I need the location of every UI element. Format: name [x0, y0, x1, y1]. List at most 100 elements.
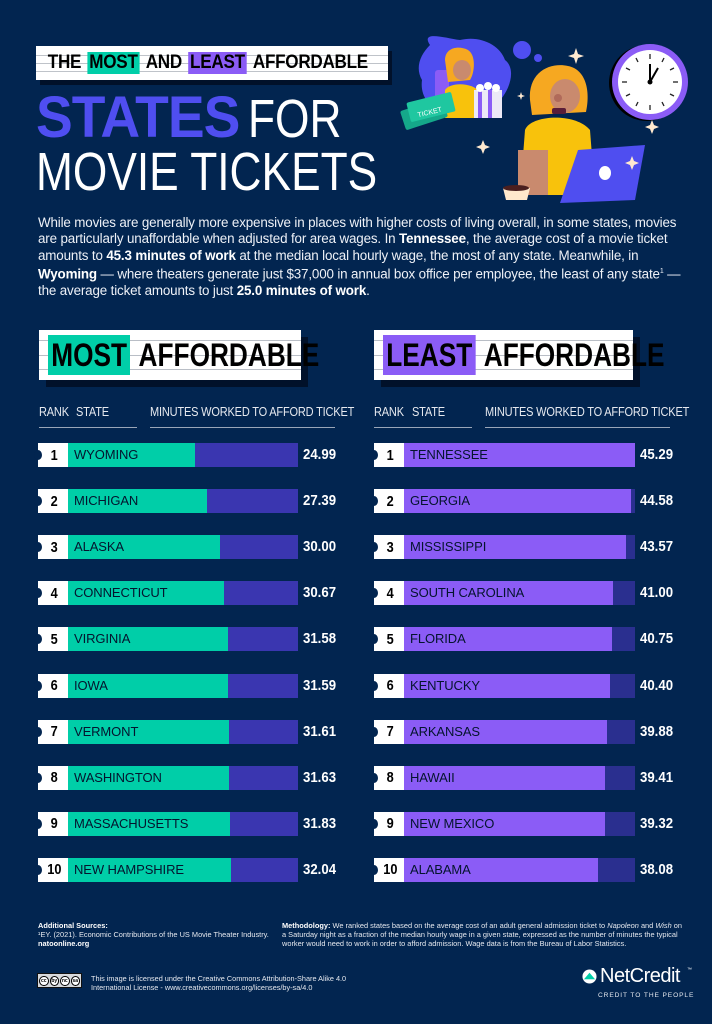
intro-text: — where theaters generate just $37,000 i…	[96, 266, 660, 282]
minutes-value: 40.75	[640, 630, 674, 648]
bar-row: 7 ARKANSAS 39.88	[370, 719, 685, 744]
rank-ticket: 5	[370, 627, 404, 652]
minutes-value: 38.08	[640, 860, 674, 878]
most-affordable-title: MOST AFFORDABLE	[39, 330, 319, 380]
bar-fill	[404, 535, 626, 560]
minutes-value: 31.58	[303, 630, 337, 648]
sa-icon: sa	[70, 975, 80, 986]
rank-ticket: 7	[370, 719, 404, 744]
rank-number: 5	[50, 630, 59, 648]
bar-row: 2 GEORGIA 44.58	[370, 489, 685, 514]
methodology-text: We ranked states based on the average co…	[330, 921, 608, 930]
sources-text: ¹EY. (2021). Economic Contributions of t…	[38, 930, 269, 940]
rank-number: 9	[386, 815, 395, 833]
state-name: KENTUCKY	[410, 677, 480, 693]
minutes-value: 44.58	[640, 492, 674, 510]
rank-ticket: 4	[370, 581, 404, 606]
rank-ticket: 1	[370, 443, 404, 467]
bar-track: FLORIDA	[404, 627, 635, 652]
minutes-value: 39.32	[640, 814, 674, 832]
bar-row: 10 NEW HAMPSHIRE 32.04	[34, 857, 348, 882]
state-name: ALABAMA	[410, 861, 471, 877]
rank-number: 3	[386, 538, 395, 556]
kicker-word-most: MOST	[87, 52, 140, 74]
divider	[39, 427, 137, 428]
methodology: Methodology: We ranked states based on t…	[282, 921, 682, 949]
bar-track: TENNESSEE	[404, 443, 635, 467]
minutes-value: 39.88	[640, 722, 674, 740]
rank-ticket: 2	[34, 489, 68, 514]
intro-text: — the average ticket amounts to just	[38, 266, 681, 298]
kicker-banner: THE MOST AND LEAST AFFORDABLE	[36, 46, 388, 80]
rank-ticket: 3	[370, 535, 404, 560]
state-name: NEW MEXICO	[410, 815, 495, 831]
rank-number: 1	[50, 446, 59, 464]
bar-fill	[404, 811, 605, 836]
title-affordable: AFFORDABLE	[483, 337, 665, 373]
rank-ticket: 10	[34, 857, 68, 882]
methodology-film-title: Wish	[655, 921, 672, 930]
bar-fill	[68, 489, 207, 514]
netcredit-logo[interactable]: NetCredit ™ CREDIT TO THE PEOPLE	[582, 965, 697, 1005]
bar-track: IOWA	[68, 673, 298, 698]
bar-row: 5 FLORIDA 40.75	[370, 627, 685, 652]
col-header-rank: RANK	[39, 405, 69, 419]
rank-ticket: 8	[34, 765, 68, 790]
bar-fill	[68, 627, 228, 652]
netcredit-logo-icon	[582, 969, 597, 984]
bar-fill	[404, 627, 612, 652]
bar-row: 9 MASSACHUSETTS 31.83	[34, 811, 348, 836]
sources-link[interactable]: natoonline.org	[38, 939, 90, 949]
col-header-state: STATE	[412, 405, 445, 419]
minutes-value: 31.63	[303, 768, 337, 786]
bar-track: HAWAII	[404, 765, 635, 790]
rank-number: 3	[50, 538, 59, 556]
rank-number: 10	[383, 861, 398, 879]
state-name: WYOMING	[74, 447, 139, 462]
bar-row: 1 TENNESSEE 45.29	[370, 443, 685, 467]
col-header-minutes: MINUTES WORKED TO AFFORD TICKET	[150, 405, 355, 419]
col-header-rank: RANK	[374, 405, 404, 419]
rank-number: 2	[50, 492, 59, 510]
minutes-value: 31.59	[303, 676, 337, 694]
rank-number: 1	[386, 446, 395, 464]
rank-number: 4	[386, 584, 395, 602]
bar-row: 10 ALABAMA 38.08	[370, 857, 685, 882]
state-name: NEW HAMPSHIRE	[74, 861, 184, 877]
bar-track: NEW HAMPSHIRE	[68, 857, 298, 882]
bar-track: WYOMING	[68, 443, 298, 467]
intro-bold-max-minutes: 45.3 minutes of work	[106, 247, 236, 263]
bar-track: MASSACHUSETTS	[68, 811, 298, 836]
state-name: ARKANSAS	[410, 723, 481, 739]
rank-ticket: 5	[34, 627, 68, 652]
rank-ticket: 2	[370, 489, 404, 514]
minutes-value: 31.61	[303, 722, 337, 740]
divider	[485, 427, 670, 428]
bar-row: 4 SOUTH CAROLINA 41.00	[370, 581, 685, 606]
logo-trademark: ™	[687, 967, 692, 973]
bar-row: 6 KENTUCKY 40.40	[370, 673, 685, 698]
illustration: TICKET	[400, 36, 688, 203]
minutes-value: 24.99	[303, 446, 337, 463]
woman-at-laptop-icon	[503, 65, 645, 203]
bar-track: ARKANSAS	[404, 719, 635, 744]
bar-row: 9 NEW MEXICO 39.32	[370, 811, 685, 836]
rank-ticket: 3	[34, 535, 68, 560]
bar-fill	[68, 443, 195, 467]
bar-fill	[404, 581, 613, 606]
rank-ticket: 4	[34, 581, 68, 606]
minutes-value: 43.57	[640, 538, 674, 556]
cc-icon: cc	[39, 975, 49, 986]
bar-fill	[68, 535, 220, 560]
rank-number: 8	[386, 769, 395, 787]
sources-label: Additional Sources:	[38, 921, 108, 930]
bar-track: VERMONT	[68, 719, 298, 744]
bar-row: 2 MICHIGAN 27.39	[34, 489, 348, 514]
creative-commons-badge[interactable]: cc by nc sa	[37, 973, 82, 988]
minutes-value: 30.00	[303, 538, 337, 556]
bar-fill	[404, 765, 605, 790]
least-affordable-title: LEAST AFFORDABLE	[374, 330, 665, 380]
rank-number: 7	[50, 723, 59, 741]
bar-fill	[404, 719, 607, 744]
col-header-state: STATE	[76, 405, 109, 419]
